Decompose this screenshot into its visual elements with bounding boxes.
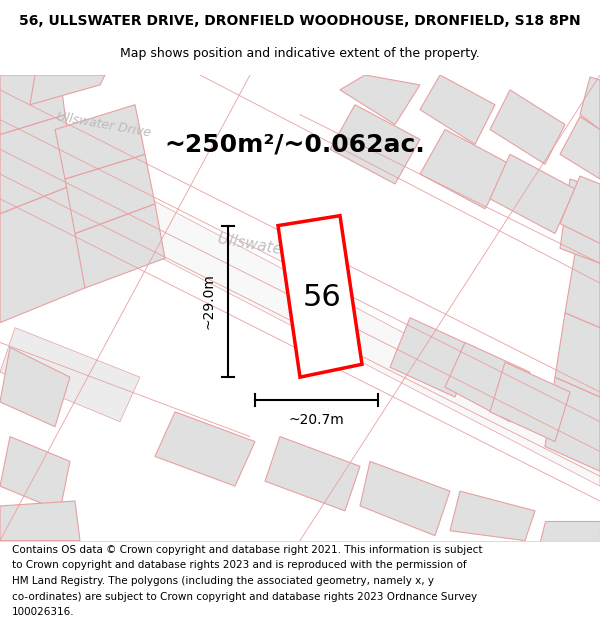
Polygon shape — [420, 75, 495, 144]
Polygon shape — [450, 491, 535, 541]
Text: Contains OS data © Crown copyright and database right 2021. This information is : Contains OS data © Crown copyright and d… — [12, 545, 482, 555]
Text: ~29.0m: ~29.0m — [201, 273, 215, 329]
Polygon shape — [560, 179, 600, 263]
Polygon shape — [265, 437, 360, 511]
Text: 56: 56 — [302, 283, 341, 312]
Text: 100026316.: 100026316. — [12, 608, 74, 618]
Polygon shape — [490, 90, 565, 164]
Polygon shape — [0, 75, 65, 134]
Text: Map shows position and indicative extent of the property.: Map shows position and indicative extent… — [120, 48, 480, 61]
Text: to Crown copyright and database rights 2023 and is reproduced with the permissio: to Crown copyright and database rights 2… — [12, 561, 467, 571]
Polygon shape — [390, 318, 475, 397]
Text: Ullswater Drive: Ullswater Drive — [216, 231, 334, 266]
Polygon shape — [55, 105, 145, 179]
Text: HM Land Registry. The polygons (including the associated geometry, namely x, y: HM Land Registry. The polygons (includin… — [12, 576, 434, 586]
Polygon shape — [278, 216, 362, 377]
Polygon shape — [0, 437, 70, 511]
Polygon shape — [560, 176, 600, 243]
Polygon shape — [360, 461, 450, 536]
Polygon shape — [0, 114, 75, 214]
Polygon shape — [540, 521, 600, 541]
Polygon shape — [565, 253, 600, 328]
Polygon shape — [0, 348, 70, 427]
Polygon shape — [0, 119, 600, 486]
Polygon shape — [65, 154, 155, 234]
Polygon shape — [0, 328, 140, 422]
Text: ~250m²/~0.062ac.: ~250m²/~0.062ac. — [164, 132, 425, 156]
Polygon shape — [0, 184, 85, 322]
Polygon shape — [0, 501, 80, 541]
Polygon shape — [75, 204, 165, 288]
Polygon shape — [490, 362, 570, 441]
Text: co-ordinates) are subject to Crown copyright and database rights 2023 Ordnance S: co-ordinates) are subject to Crown copyr… — [12, 592, 477, 602]
Polygon shape — [445, 342, 530, 422]
Polygon shape — [580, 77, 600, 129]
Polygon shape — [30, 75, 105, 105]
Text: 56, ULLSWATER DRIVE, DRONFIELD WOODHOUSE, DRONFIELD, S18 8PN: 56, ULLSWATER DRIVE, DRONFIELD WOODHOUSE… — [19, 14, 581, 28]
Text: ~20.7m: ~20.7m — [289, 412, 344, 427]
Polygon shape — [545, 377, 600, 471]
Polygon shape — [340, 75, 420, 124]
Polygon shape — [420, 129, 510, 209]
Polygon shape — [155, 412, 255, 486]
Polygon shape — [560, 117, 600, 179]
Text: Ullswater Drive: Ullswater Drive — [55, 110, 151, 139]
Polygon shape — [490, 154, 575, 234]
Polygon shape — [555, 312, 600, 397]
Polygon shape — [330, 105, 420, 184]
